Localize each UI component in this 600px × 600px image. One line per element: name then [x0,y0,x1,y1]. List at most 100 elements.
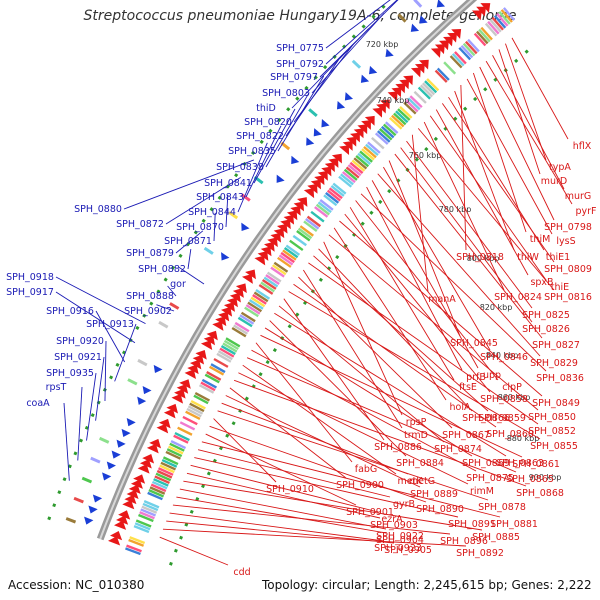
right-gene-label: SPH_0829 [530,358,578,369]
right-gene-label: SPH_0874 [434,444,482,455]
cog-category-block [436,67,450,81]
forward-cds-arrow [321,166,332,177]
right-gene-label: SPH_0818 [456,252,504,263]
right-gene-label: SPH_0903 [370,520,418,531]
right-gene-label: SPH_0889 [410,489,458,500]
left-gene-label: SPH_0775 [276,43,324,54]
forward-cds-arrow [331,153,342,164]
cog-category-block [355,155,370,168]
cog-category-block [363,145,377,159]
left-gene-leader-line [237,142,268,213]
reverse-cds-arrow [121,428,131,437]
forward-cds-arrow [232,288,244,298]
forward-cds-arrow [310,179,321,190]
left-gene-label: SPH_0844 [188,207,236,218]
left-gene-label: SPH_0838 [216,162,264,173]
cog-category-block [141,505,158,514]
cog-category-block [147,491,163,501]
forward-cds-arrow [364,115,375,126]
forward-cds-arrow [280,219,291,230]
right-gene-leader-line [278,305,445,443]
right-gene-label: rpsP [406,417,427,428]
cog-category-block [204,373,220,384]
outer-feature-block [81,476,93,484]
cog-category-block [393,112,407,126]
outer-feature-block [240,193,251,202]
cog-category-block [403,101,417,115]
cog-category-block [134,522,151,531]
cog-category-block [265,274,280,286]
forward-cds-arrow [158,418,171,429]
outer-feature-block [397,13,407,23]
right-gene-leader-line [423,121,505,291]
left-gene-label: SPH_0871 [164,236,212,247]
left-gene-label: SPH_0822 [236,131,284,142]
topology-text: Topology: circular; Length: 2,245,615 bp… [262,578,592,592]
right-gene-leader-line [333,227,447,401]
cog-category-block [319,199,334,211]
right-gene-leader-line [213,418,277,483]
right-gene-label: SPH_0861 [512,459,560,470]
reverse-cds-arrow [221,252,230,261]
reverse-cds-arrow [291,155,300,165]
cog-category-block [190,399,206,410]
cog-category-block [270,266,285,278]
right-gene-label: SPH_0878 [478,502,526,513]
outer-feature-block [169,302,180,310]
left-gene-label: SPH_0843 [196,192,244,203]
left-gene-label: SPH_0882 [138,264,186,275]
right-gene-label: spxB [530,277,553,288]
left-gene-label: SPH_0935 [46,368,94,379]
cog-category-block [155,472,172,482]
right-gene-leader-line [176,496,387,534]
cog-category-block [177,426,193,436]
cog-category-block [266,271,282,283]
cog-category-block [153,478,169,487]
cog-category-block [384,121,399,134]
left-gene-label: SPH_0835 [228,146,276,157]
cog-category-block [285,244,301,256]
right-gene-leader-line [400,147,533,323]
outer-feature-block [158,320,169,329]
right-gene-label: pyrF [575,206,596,217]
forward-cds-arrow [434,44,445,55]
left-gene-leader-line [245,125,282,198]
cog-category-block [282,249,297,261]
right-gene-label: SPH_0852 [528,426,576,437]
cog-category-block [189,402,205,413]
cog-category-block [139,511,155,520]
forward-cds-arrow [357,124,368,135]
right-gene-leader-line [360,193,547,372]
cog-category-block [213,357,229,368]
forward-cds-arrow [130,479,143,489]
left-gene-leader-line [178,267,205,285]
cog-category-block [223,339,239,351]
forward-cds-arrow [166,403,179,414]
right-gene-label: SPH_0885 [472,532,520,543]
reverse-cds-arrow [321,119,330,128]
right-gene-label: SPH_0850 [528,412,576,423]
forward-cds-arrow [339,145,350,156]
kbp-tick-label: 860 kbp [498,393,531,402]
outer-feature-block [90,456,101,464]
forward-cds-arrow [260,246,272,257]
cog-category-block [135,519,152,528]
right-gene-label: SPH_0901 [346,507,394,518]
cog-category-block [443,61,457,75]
right-gene-leader-line [388,160,461,337]
outer-feature-block [137,358,148,367]
kbp-tick-label: 720 kbp [366,40,399,49]
right-gene-leader-line [394,153,543,339]
left-gene-leader-line [123,159,255,210]
right-gene-leader-line [183,480,483,531]
cog-category-block [343,168,358,181]
cog-category-block [502,7,516,21]
cog-category-block [198,384,215,394]
forward-cds-arrow [184,369,197,380]
right-gene-label: SPH_0881 [490,519,538,530]
cog-category-block [148,489,165,498]
right-gene-leader-line [217,410,489,501]
forward-cds-arrow [192,354,205,365]
cog-category-block [273,261,289,273]
